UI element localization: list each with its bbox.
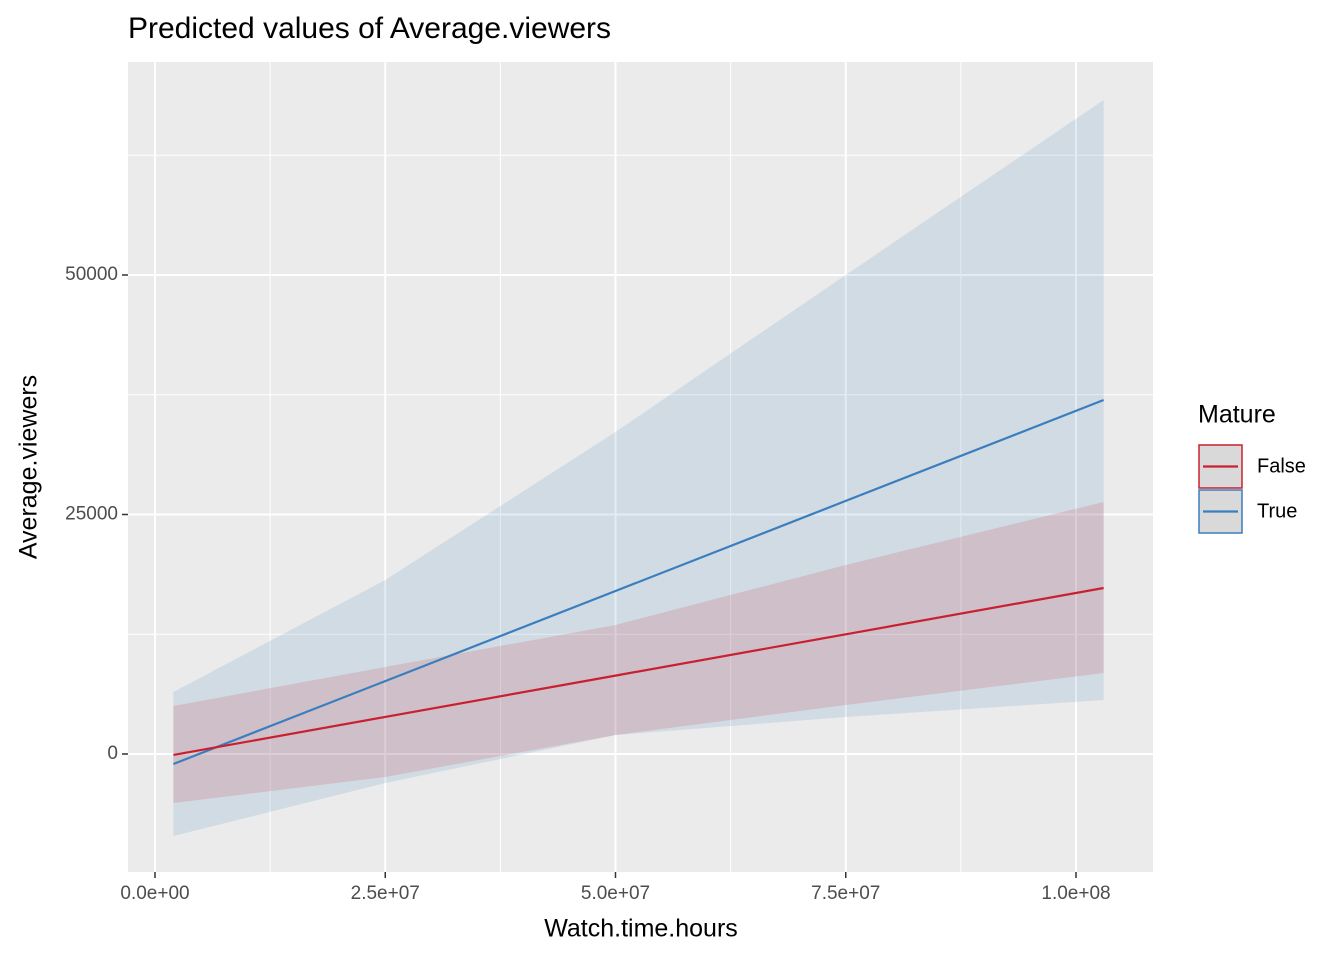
- y-tick-label: 50000: [65, 264, 118, 285]
- y-tick-label: 25000: [65, 504, 118, 525]
- confidence-band: [173, 100, 1104, 837]
- legend-label: False: [1257, 455, 1306, 477]
- x-axis-title: Watch.time.hours: [544, 915, 738, 943]
- x-tick-label: 5.0e+07: [581, 883, 650, 904]
- line: [173, 398, 1105, 766]
- x-tick-label: 1.0e+08: [1041, 883, 1110, 904]
- chart-title: Predicted values of Average.viewers: [128, 12, 611, 45]
- x-tick-label: 2.5e+07: [351, 883, 420, 904]
- legend-title: Mature: [1198, 401, 1276, 429]
- y-axis-title: Average.viewers: [15, 375, 43, 559]
- legend-label: True: [1257, 500, 1297, 522]
- y-tick-label: 0: [107, 743, 118, 764]
- x-tick-label: 7.5e+07: [811, 883, 880, 904]
- plot-background: [128, 62, 1153, 872]
- x-tick-label: 0.0e+00: [120, 883, 189, 904]
- confidence-band: [173, 502, 1104, 804]
- line: [173, 586, 1104, 757]
